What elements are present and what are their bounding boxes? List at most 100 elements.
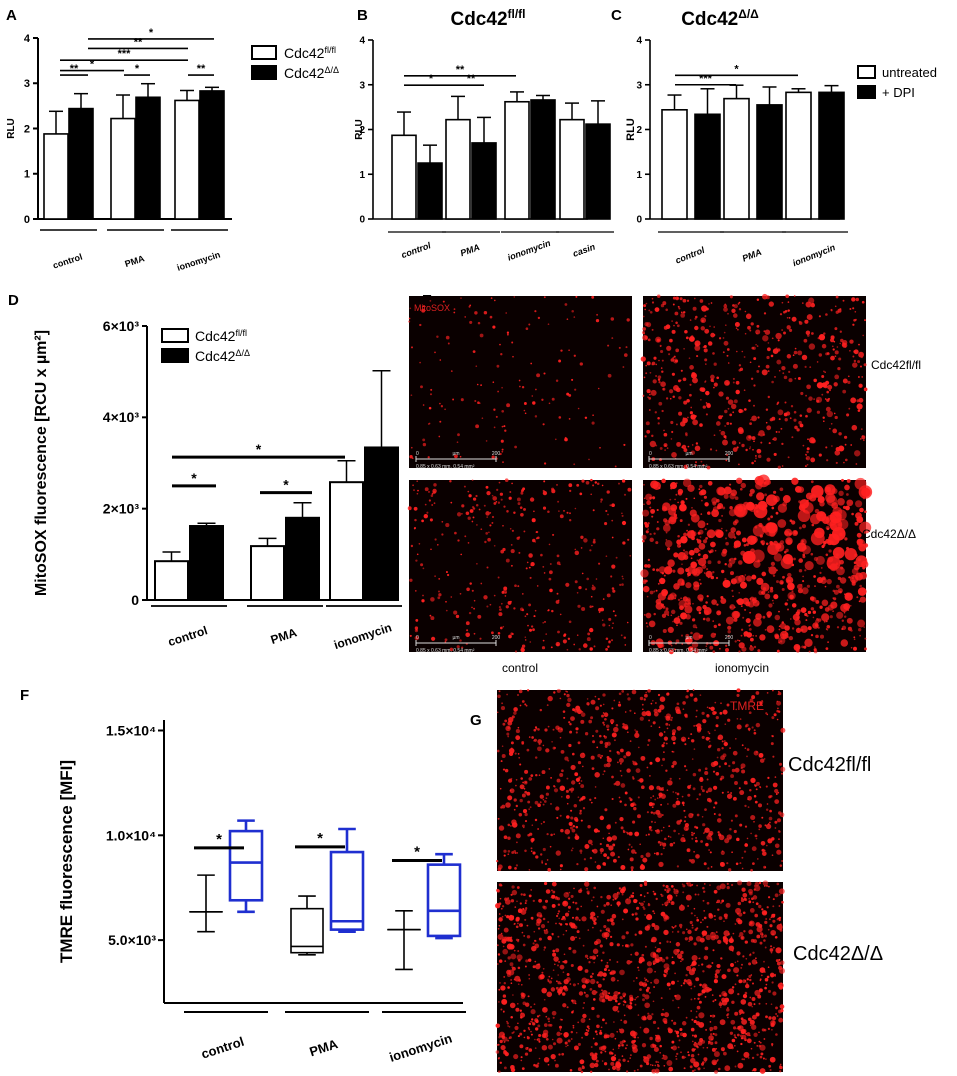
fluorescent-cell [680, 313, 686, 318]
fluorescent-cell [825, 313, 828, 316]
fluorescent-cell [763, 960, 765, 963]
fluorescent-cell [861, 300, 865, 304]
fluorescent-cell [698, 768, 702, 772]
fluorescent-cell [745, 618, 751, 624]
fluorescent-cell [707, 341, 713, 346]
fluorescent-cell [591, 843, 593, 846]
fluorescent-cell [793, 557, 796, 561]
fluorescent-cell [510, 893, 513, 896]
fluorescent-cell [574, 916, 579, 921]
fluorescent-cell [657, 693, 661, 697]
fluorescent-cell [726, 793, 733, 799]
fluorescent-cell [710, 541, 716, 548]
fluorescent-cell [755, 457, 757, 460]
fluorescent-cell [844, 458, 848, 462]
fluorescent-cell [477, 614, 482, 619]
fluorescent-cell [539, 708, 543, 712]
fluorescent-cell [856, 516, 864, 524]
fluorescent-cell [688, 549, 695, 556]
fluorescent-cell [557, 988, 563, 995]
fluorescent-cell [511, 819, 517, 825]
fluorescent-cell [534, 818, 538, 822]
fluorescent-cell [487, 537, 491, 542]
fluorescent-cell [478, 508, 481, 511]
fluorescent-cell [655, 363, 657, 366]
fluorescent-cell [524, 965, 527, 968]
fluorescent-cell [696, 606, 702, 612]
fluorescent-cell [610, 1055, 617, 1062]
fluorescent-cell [660, 349, 664, 354]
fluorescent-cell [640, 785, 645, 790]
fluorescent-cell [678, 307, 681, 310]
fluorescent-cell [503, 927, 509, 933]
fluorescent-cell [715, 969, 720, 974]
fluorescent-cell [537, 739, 543, 744]
fluorescent-cell [705, 601, 708, 604]
fluorescent-cell [723, 1051, 727, 1056]
fluorescent-cell [654, 1064, 657, 1067]
fluorescent-cell [501, 745, 504, 747]
fluorescent-cell [689, 1065, 693, 1069]
fluorescent-cell [669, 777, 672, 780]
fluorescent-cell [660, 381, 666, 387]
fluorescent-cell [521, 793, 526, 798]
fluorescent-cell [475, 503, 479, 507]
fluorescent-cell [547, 609, 550, 612]
fluorescent-cell [603, 853, 607, 857]
fluorescent-cell [579, 492, 583, 496]
fluorescent-cell [649, 590, 654, 595]
fluorescent-cell [719, 1019, 726, 1026]
fluorescent-cell [773, 437, 777, 441]
fluorescent-cell [606, 490, 610, 494]
fluorescent-cell [600, 895, 603, 899]
fluorescent-cell [778, 369, 781, 372]
fluorescent-cell [749, 978, 752, 982]
fluorescent-cell [646, 967, 653, 974]
fluorescent-cell [671, 764, 675, 768]
fluorescent-cell [569, 1068, 573, 1072]
bar-control-open [154, 560, 189, 602]
fluorescent-cell [685, 769, 688, 772]
fluorescent-cell [758, 1040, 761, 1043]
fluorescent-cell [523, 1029, 526, 1033]
fluorescent-cell [744, 825, 748, 828]
fluorescent-cell [776, 403, 779, 406]
fluorescent-cell [762, 1057, 765, 1060]
fluorescent-cell [621, 918, 624, 921]
fluorescent-cell [706, 778, 709, 781]
fluorescent-cell [566, 392, 570, 396]
fluorescent-cell [500, 549, 505, 554]
fluorescent-cell [862, 496, 866, 500]
fluorescent-cell [594, 481, 598, 484]
fluorescent-cell [498, 917, 503, 922]
fluorescent-cell [601, 484, 604, 487]
fluorescent-cell [758, 365, 760, 368]
fluorescent-cell [767, 342, 770, 344]
fluorescent-cell [712, 785, 718, 790]
fluorescent-cell [740, 409, 744, 413]
fluorescent-cell [752, 982, 754, 985]
fluorescent-cell [743, 356, 746, 358]
fluorescent-cell [591, 767, 595, 770]
fluorescent-cell [584, 416, 588, 420]
fluorescent-cell [662, 388, 665, 391]
fluorescent-cell [661, 744, 665, 748]
fluorescent-cell [526, 1036, 530, 1040]
fluorescent-cell [591, 544, 593, 547]
micrograph-E-ko-ionomycin [640, 474, 873, 655]
fluorescent-cell [528, 808, 531, 811]
fluorescent-cell [599, 1031, 603, 1035]
fluorescent-cell [542, 423, 545, 426]
fluorescent-cell [680, 1051, 682, 1054]
fluorescent-cell [520, 893, 523, 896]
fluorescent-cell [759, 967, 766, 973]
fluorescent-cell [592, 1037, 595, 1040]
fluorescent-cell [530, 1020, 532, 1023]
fluorescent-cell [626, 693, 629, 696]
fluorescent-cell [792, 354, 795, 357]
fluorescent-cell [639, 884, 643, 887]
fluorescent-cell [683, 979, 687, 983]
fluorescent-cell [589, 647, 593, 651]
fluorescent-cell [648, 785, 655, 791]
fluorescent-cell [772, 782, 778, 788]
